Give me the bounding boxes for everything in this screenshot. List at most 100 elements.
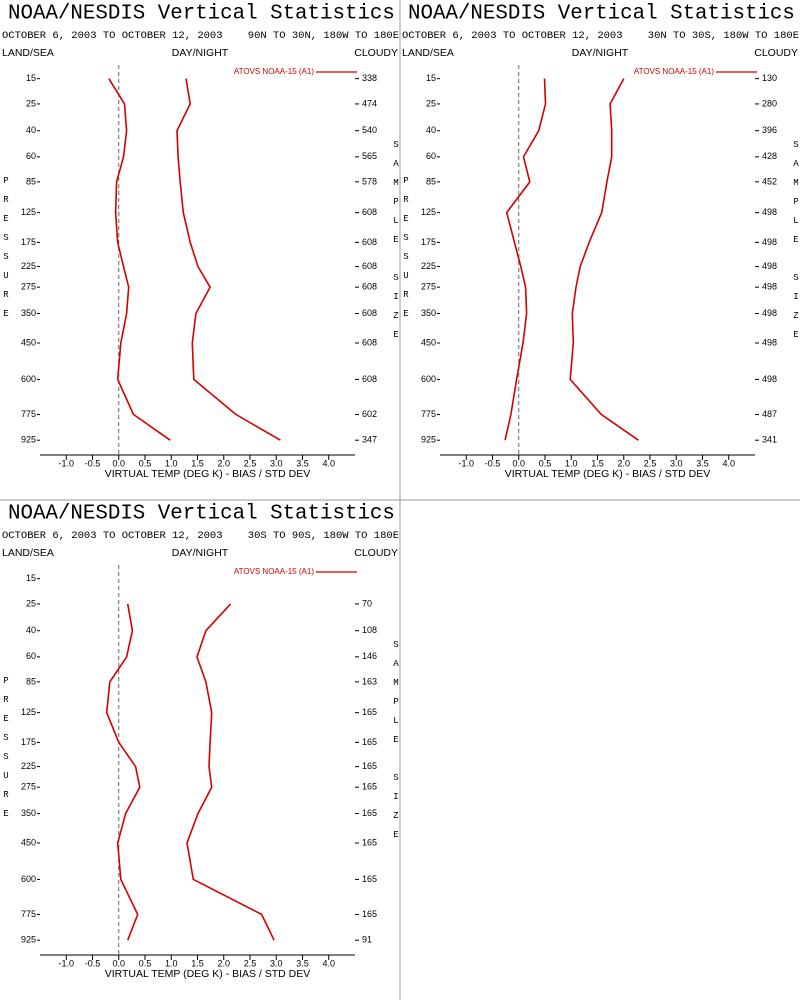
y-tick-label: 275 [421, 282, 436, 292]
y-tick-label: 60 [26, 651, 36, 661]
y-axis-label: PRESSURE [1, 676, 11, 828]
sample-size-label: 608 [362, 261, 377, 271]
y-tick-label: 225 [421, 261, 436, 271]
y-tick-label: 925 [421, 435, 436, 445]
y-tick-label: 225 [21, 761, 36, 771]
std-dev-line [569, 78, 639, 441]
sample-size-label: 608 [362, 308, 377, 318]
x-tick-label: -0.5 [85, 958, 101, 968]
land-sea-label: LAND/SEA [402, 47, 454, 59]
sample-size-label: 70 [362, 598, 372, 608]
sample-size-label: 565 [362, 151, 377, 161]
sample-size-label: 165 [362, 837, 377, 847]
sample-size-label: 163 [362, 676, 377, 686]
sample-size-label: 146 [362, 651, 377, 661]
sample-size-label: 608 [362, 207, 377, 217]
y-tick-label: 125 [21, 207, 36, 217]
sample-size-label: 165 [362, 737, 377, 747]
x-tick-label: 1.5 [191, 958, 204, 968]
x-tick-label: 2.0 [217, 958, 230, 968]
x-tick-label: 1.5 [591, 458, 604, 468]
std-dev-line [176, 78, 281, 441]
region: 30N TO 30S, 180W TO 180E [648, 30, 799, 42]
y-tick-label: 350 [421, 308, 436, 318]
sample-size-label: 165 [362, 909, 377, 919]
day-night-label: DAY/NIGHT [572, 47, 629, 59]
sample-size-label: 498 [762, 237, 777, 247]
sample-size-label: 165 [362, 707, 377, 717]
land-sea-label: LAND/SEA [2, 47, 54, 59]
panel: NOAA/NESDIS Vertical Statistics OCTOBER 6… [1, 503, 401, 980]
cloudy-label: CLOUDY [354, 547, 398, 559]
y-tick-label: 40 [426, 125, 436, 135]
x-tick-label: 0.5 [139, 958, 152, 968]
y-tick-label: 775 [21, 909, 36, 919]
sample-size-label: 91 [362, 935, 372, 945]
chart-title: NOAA/NESDIS Vertical Statistics [8, 3, 395, 26]
y-tick-label: 15 [26, 73, 36, 83]
sample-size-label: 578 [362, 176, 377, 186]
y-tick-label: 85 [26, 176, 36, 186]
sample-size-label: 165 [362, 874, 377, 884]
x-tick-label: 0.0 [512, 458, 525, 468]
y-tick-label: 125 [21, 707, 36, 717]
day-night-label: DAY/NIGHT [172, 547, 229, 559]
x-tick-label: 2.5 [244, 458, 257, 468]
x-tick-label: 3.5 [696, 458, 709, 468]
bias-line [105, 603, 141, 941]
x-tick-label: 1.0 [165, 458, 178, 468]
y-tick-label: 275 [21, 282, 36, 292]
legend-label: ATOVS NOAA-15 (A1) [234, 567, 315, 576]
y-tick-label: 85 [26, 676, 36, 686]
x-axis-label: VIRTUAL TEMP (DEG K) - BIAS / STD DEV [105, 468, 311, 480]
x-tick-label: 0.5 [139, 458, 152, 468]
y-tick-label: 225 [21, 261, 36, 271]
sample-size-label: 608 [362, 237, 377, 247]
x-axis-label: VIRTUAL TEMP (DEG K) - BIAS / STD DEV [105, 968, 311, 980]
y-tick-label: 85 [426, 176, 436, 186]
cloudy-label: CLOUDY [354, 47, 398, 59]
day-night-label: DAY/NIGHT [172, 47, 229, 59]
y-tick-label: 60 [26, 151, 36, 161]
bias-line [108, 78, 171, 441]
x-tick-label: 4.0 [322, 458, 335, 468]
panel: NOAA/NESDIS Vertical Statistics OCTOBER 6… [1, 3, 401, 480]
sample-size-label: 108 [362, 625, 377, 635]
x-tick-label: 3.0 [670, 458, 683, 468]
sample-size-label: 165 [362, 761, 377, 771]
sample-size-label: 608 [362, 374, 377, 384]
y-tick-label: 40 [26, 125, 36, 135]
x-tick-label: 0.0 [112, 458, 125, 468]
sample-size-label: 498 [762, 374, 777, 384]
land-sea-label: LAND/SEA [2, 547, 54, 559]
y-tick-label: 25 [26, 598, 36, 608]
x-tick-label: 1.0 [565, 458, 578, 468]
sample-size-label: 608 [362, 282, 377, 292]
y-tick-label: 600 [421, 374, 436, 384]
sample-size-label: 428 [762, 151, 777, 161]
y-tick-label: 175 [421, 237, 436, 247]
cloudy-label: CLOUDY [754, 47, 798, 59]
sample-size-label: 498 [762, 207, 777, 217]
legend-label: ATOVS NOAA-15 (A1) [634, 67, 715, 76]
sample-size-label: 474 [362, 98, 377, 108]
x-tick-label: 1.5 [191, 458, 204, 468]
y-tick-label: 125 [421, 207, 436, 217]
y-tick-label: 175 [21, 237, 36, 247]
y-tick-label: 350 [21, 308, 36, 318]
y-tick-label: 775 [21, 409, 36, 419]
y-tick-label: 450 [421, 337, 436, 347]
chart-title: NOAA/NESDIS Vertical Statistics [408, 3, 795, 26]
x-tick-label: 1.0 [165, 958, 178, 968]
x-tick-label: 2.0 [617, 458, 630, 468]
y-tick-label: 925 [21, 435, 36, 445]
x-tick-label: -1.0 [58, 458, 74, 468]
sample-size-label: 498 [762, 261, 777, 271]
sample-size-label: 165 [362, 808, 377, 818]
sample-size-label: 602 [362, 409, 377, 419]
bias-line [504, 78, 547, 441]
y-tick-label: 25 [26, 98, 36, 108]
y-tick-label: 450 [21, 837, 36, 847]
y-tick-label: 175 [21, 737, 36, 747]
